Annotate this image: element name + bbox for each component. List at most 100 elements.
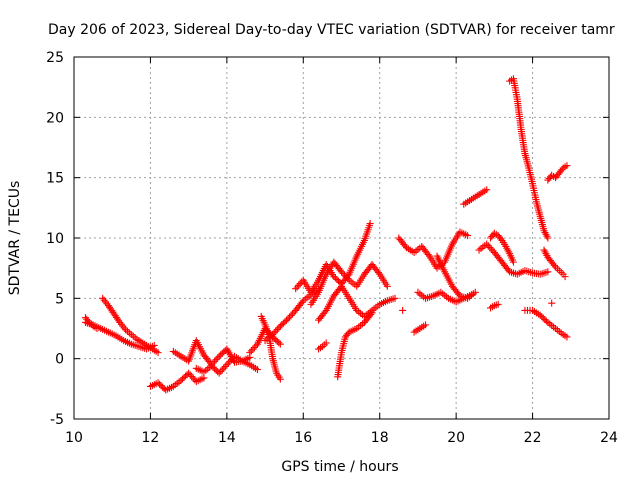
data-point [276,322,284,330]
data-point [344,275,352,283]
data-point [321,308,329,316]
data-point [211,365,219,373]
y-tick-labels: -5 0 5 10 15 20 25 [46,50,64,428]
data-point [464,232,472,240]
data-point [561,273,569,281]
data-point [200,374,208,382]
data-point [212,356,220,364]
data-point [281,318,289,326]
series-arc-n [334,309,376,381]
data-point [177,376,185,384]
data-point [154,379,162,387]
data-point [182,372,190,380]
data-point [156,380,164,388]
data-point [497,235,505,243]
data-point [333,276,341,284]
series-arc-l [315,282,399,324]
series-arc-h [257,312,284,383]
x-tick-label: 20 [447,430,465,446]
series-arc-v [487,229,517,266]
data-point [218,349,226,357]
data-point [287,311,295,319]
data-point [541,316,549,324]
data-point [159,383,167,391]
data-point [399,306,407,314]
x-tick-label: 18 [371,430,389,446]
data-point [250,344,258,352]
series-arc-y [540,246,569,281]
series-arc-b [99,294,162,357]
data-point [84,317,92,325]
series-arc-u [475,240,552,278]
data-point [227,356,235,364]
x-tick-label: 14 [218,430,236,446]
data-point [247,347,255,355]
data-point [339,269,347,277]
series-arc-i [261,285,323,345]
data-point [270,329,278,337]
x-tick-label: 24 [600,430,618,446]
data-point [249,345,257,353]
series-arc-w [487,300,502,312]
series-arc-aa [521,306,571,341]
series-arc-z [544,162,571,184]
data-point [220,348,228,356]
data-point [215,352,223,360]
data-point [179,375,187,383]
data-point [467,291,475,299]
data-point [494,300,502,308]
chart-title: Day 206 of 2023, Sidereal Day-to-day VTE… [48,22,615,38]
data-point [292,285,300,293]
series-arc-q [414,288,475,306]
data-point [563,162,571,170]
data-point [275,324,283,332]
series-arc-d [146,369,208,394]
data-point [471,288,479,296]
y-tick-label: -5 [50,412,64,428]
data-point [536,311,544,319]
data-point [322,339,330,347]
data-point [286,313,294,321]
data-point [218,366,226,374]
data-point [93,325,101,332]
axis-ticks [73,56,610,420]
data-point [253,366,261,374]
y-tick-label: 5 [55,291,64,307]
data-point [275,339,283,347]
data-point [484,242,492,250]
series-arc-t [460,186,491,208]
data-point [186,371,194,379]
x-tick-label: 22 [524,430,542,446]
data-point [550,261,558,269]
y-tick-label: 10 [46,231,64,247]
data-point [273,337,281,345]
data-point [269,331,277,339]
data-marks [81,75,571,394]
y-tick-label: 25 [46,50,64,66]
x-tick-label: 10 [65,430,83,446]
data-point [284,315,292,323]
data-point [542,317,550,325]
data-point [273,325,281,333]
data-point [157,382,165,390]
data-point [391,294,399,302]
data-point [383,282,391,290]
data-point [539,314,547,322]
data-point [276,340,284,348]
x-axis-label: GPS time / hours [281,459,398,475]
data-point [188,373,196,381]
data-point [185,369,193,377]
data-point [483,240,491,248]
y-tick-label: 0 [55,352,64,368]
data-point [211,357,219,365]
data-point [154,349,162,357]
data-point [289,310,297,318]
data-point [220,364,228,372]
data-point [278,321,286,329]
y-axis-label: SDTVAR / TECUs [7,181,23,296]
data-point [282,316,290,324]
data-point [338,268,345,276]
data-point [272,327,280,335]
data-point [295,281,303,289]
